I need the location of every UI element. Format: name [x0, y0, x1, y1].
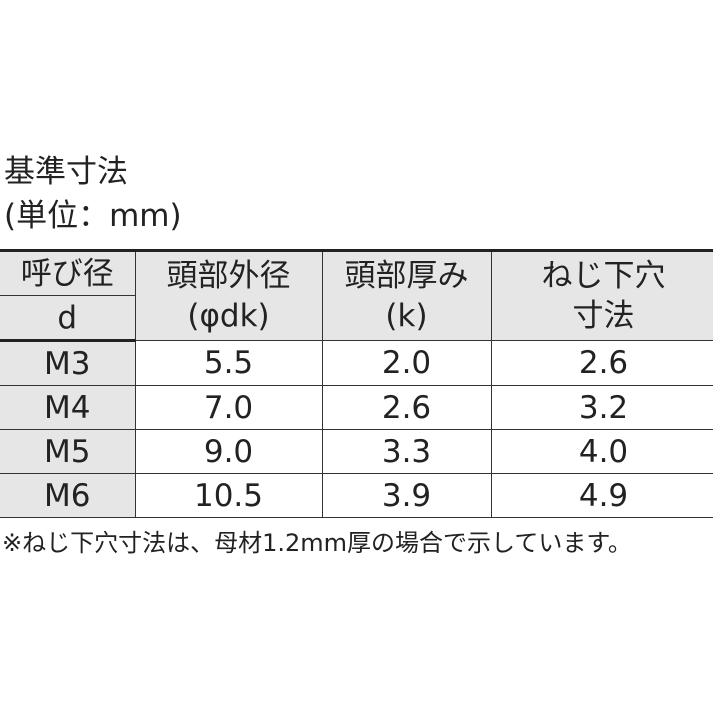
- cell-size: M4: [0, 385, 136, 430]
- header-text: 頭部厚み: [344, 258, 469, 294]
- cell-size: M3: [0, 340, 136, 386]
- cell-head-diameter: 7.0: [134, 385, 323, 430]
- table-row: M3 5.5 2.0 2.6: [0, 340, 713, 386]
- header-text: ねじ下穴: [541, 258, 666, 294]
- cell-head-diameter: 5.5: [134, 340, 323, 386]
- cell-pilot-hole: 4.0: [490, 429, 713, 474]
- header-pilot-hole: ねじ下穴 寸法: [490, 250, 713, 341]
- table-row: M4 7.0 2.6 3.2: [0, 385, 713, 430]
- footnote: ※ねじ下穴寸法は、母材1.2mm厚の場合で示しています。: [2, 529, 632, 557]
- header-head-thickness: 頭部厚み (k): [321, 250, 492, 341]
- cell-head-thickness: 2.6: [321, 385, 492, 430]
- cell-pilot-hole: 3.2: [490, 385, 713, 430]
- table-row: M5 9.0 3.3 4.0: [0, 429, 713, 474]
- cell-size: M6: [0, 473, 136, 518]
- unit-label: (単位：mm): [4, 198, 182, 234]
- cell-head-diameter: 10.5: [134, 473, 323, 518]
- header-text: 頭部外径: [166, 258, 291, 294]
- cell-head-thickness: 2.0: [321, 340, 492, 386]
- cell-head-thickness: 3.3: [321, 429, 492, 474]
- header-nominal-diameter: 呼び径: [0, 250, 136, 296]
- dimensions-table: 呼び径 頭部外径 (φdk) 頭部厚み (k) ねじ下穴寸法 d M3 5.5 2.…: [0, 249, 713, 518]
- table-row: M6 10.5 3.9 4.9: [0, 473, 713, 518]
- header-text: (k): [385, 298, 428, 334]
- cell-pilot-hole: 4.9: [490, 473, 713, 518]
- header-text: (φdk): [187, 298, 270, 334]
- cell-head-diameter: 9.0: [134, 429, 323, 474]
- header-text: 寸法: [572, 298, 635, 334]
- cell-size: M5: [0, 429, 136, 474]
- cell-pilot-hole: 2.6: [490, 340, 713, 386]
- cell-head-thickness: 3.9: [321, 473, 492, 518]
- header-nominal-symbol: d: [0, 295, 136, 342]
- header-head-diameter: 頭部外径 (φdk): [134, 250, 323, 341]
- section-title: 基準寸法: [4, 154, 128, 190]
